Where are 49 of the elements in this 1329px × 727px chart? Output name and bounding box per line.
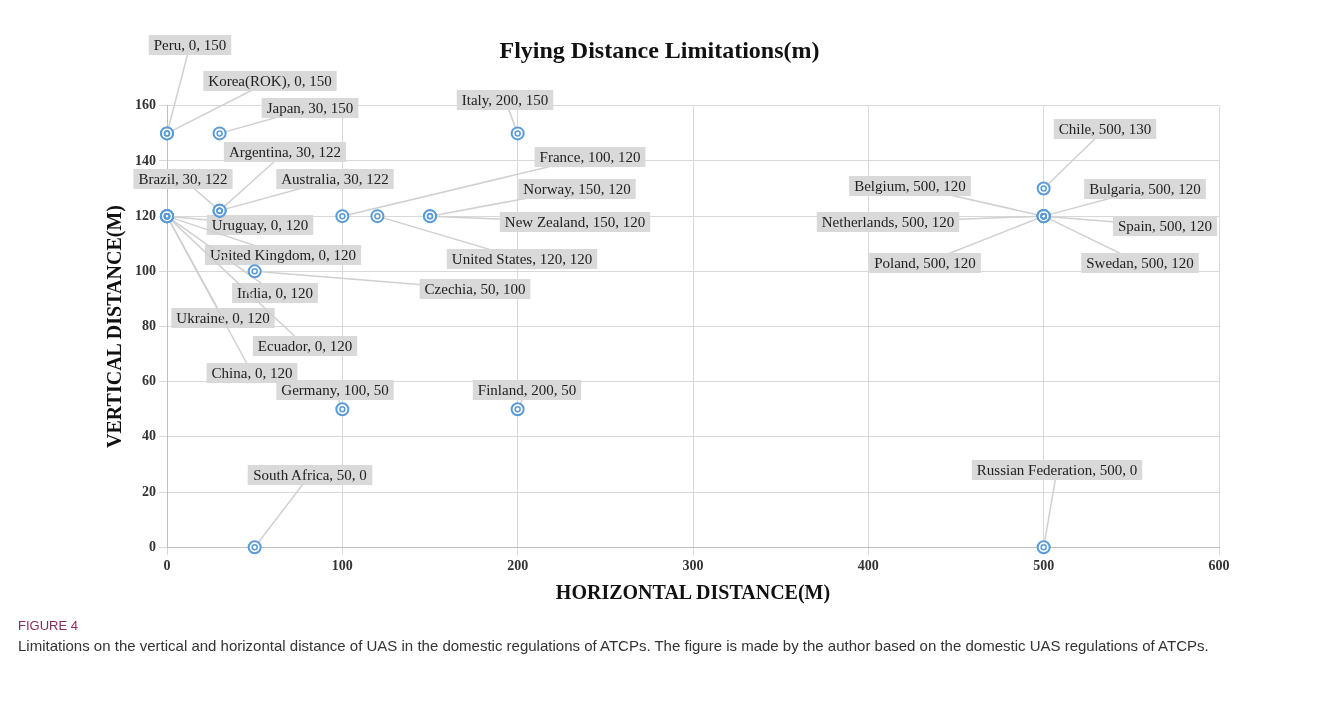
- data-label: Argentina, 30, 122: [228, 143, 342, 160]
- data-label: Finland, 200, 50: [477, 381, 577, 398]
- y-tick-label: 120: [135, 207, 156, 223]
- y-axis-title: VERTICAL DISTANCE(M): [103, 205, 127, 448]
- x-tick-label: 400: [857, 558, 879, 574]
- data-label: Ukraine, 0, 120: [176, 309, 270, 326]
- y-tick-label: 100: [135, 262, 156, 278]
- data-label: Russian Federation, 500, 0: [976, 461, 1138, 478]
- caption: FIGURE 4: [18, 618, 79, 633]
- x-tick-label: 0: [163, 558, 171, 574]
- data-label: Netherlands, 500, 120: [821, 213, 955, 230]
- data-label: United Kingdom, 0, 120: [209, 246, 357, 263]
- data-label: South Africa, 50, 0: [253, 466, 367, 483]
- data-label: Italy, 200, 150: [461, 91, 549, 108]
- x-tick-label: 300: [682, 558, 704, 574]
- y-tick-label: 140: [135, 152, 156, 168]
- data-label: Germany, 100, 50: [281, 381, 389, 398]
- data-label: Poland, 500, 120: [874, 254, 976, 271]
- data-label: China, 0, 120: [211, 364, 293, 381]
- data-label: Japan, 30, 150: [266, 99, 354, 116]
- chart-title: Flying Distance Limitations(m): [499, 36, 820, 63]
- data-label: Peru, 0, 150: [153, 36, 227, 53]
- y-tick-label: 160: [135, 97, 156, 113]
- data-label: Spain, 500, 120: [1117, 217, 1213, 234]
- x-tick-label: 200: [507, 558, 529, 574]
- data-label: Brazil, 30, 122: [138, 170, 228, 187]
- data-label: Norway, 150, 120: [523, 180, 631, 197]
- x-tick-label: 500: [1033, 558, 1055, 574]
- data-label: New Zealand, 150, 120: [504, 213, 646, 230]
- data-label: United States, 120, 120: [451, 250, 593, 267]
- data-label: France, 100, 120: [539, 148, 641, 165]
- text: Limitations on the vertical and horizontal distance of UAS in the domestic regulations of ATCPs. The figure is made by the author based on the domestic UAS regulations of ATCPs.: [18, 637, 1210, 654]
- data-label: India, 0, 120: [237, 284, 313, 301]
- y-tick-label: 0: [149, 538, 156, 554]
- x-tick-label: 600: [1208, 558, 1230, 574]
- x-tick-label: 100: [331, 558, 353, 574]
- data-label: Chile, 500, 130: [1058, 120, 1152, 137]
- data-label: Australia, 30, 122: [281, 170, 389, 187]
- data-label: Swedan, 500, 120: [1086, 254, 1194, 271]
- y-tick-label: 40: [142, 428, 156, 444]
- y-tick-label: 20: [142, 483, 156, 499]
- y-tick-label: 80: [142, 318, 156, 334]
- data-label: Bulgaria, 500, 120: [1089, 180, 1201, 197]
- y-tick-label: 60: [142, 373, 156, 389]
- data-label: Belgium, 500, 120: [854, 177, 966, 194]
- x-axis-title: HORIZONTAL DISTANCE(M): [555, 581, 831, 605]
- data-label: Ecuador, 0, 120: [257, 337, 353, 354]
- data-label: Korea(ROK), 0, 150: [208, 72, 332, 90]
- data-label: Czechia, 50, 100: [424, 280, 526, 297]
